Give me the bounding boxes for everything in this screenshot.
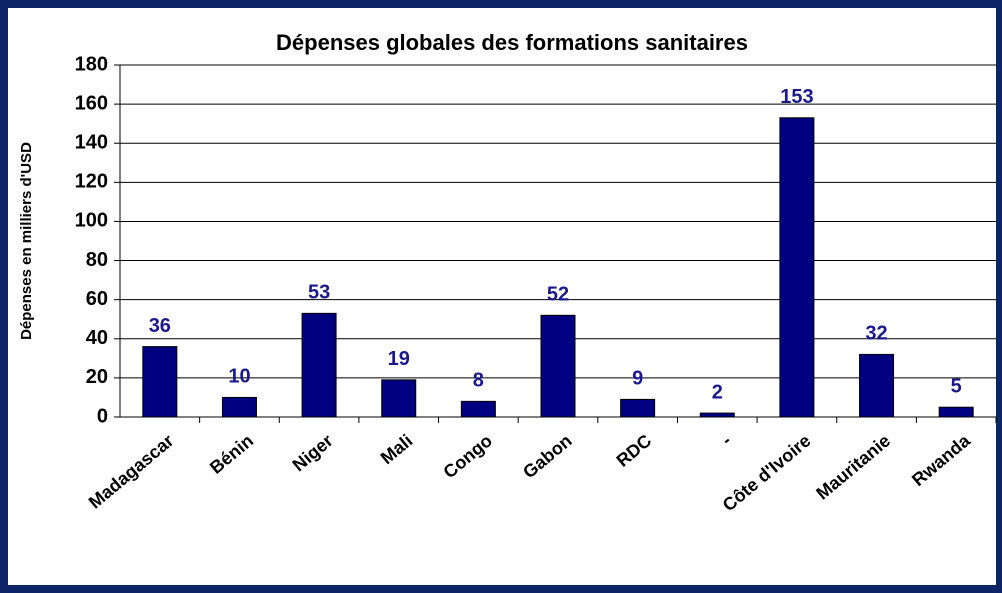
y-tick-label: 60 [86, 288, 108, 310]
bar [301, 312, 337, 418]
y-tick-label: 160 [75, 92, 108, 114]
bar [620, 398, 656, 418]
y-tick-label: 120 [75, 171, 108, 193]
y-tick-label: 80 [86, 249, 108, 271]
data-label: 10 [228, 366, 250, 388]
y-tick-label: 180 [75, 53, 108, 75]
y-tick-label: 140 [75, 132, 108, 154]
data-label: 8 [473, 370, 484, 392]
bar [699, 412, 735, 418]
data-label: 2 [712, 381, 723, 403]
bar [859, 353, 895, 418]
y-tick-label: 20 [86, 366, 108, 388]
data-label: 153 [780, 86, 813, 108]
y-tick-label: 100 [75, 210, 108, 232]
y-tick-label: 0 [97, 405, 108, 427]
bar [381, 379, 417, 418]
y-axis-label: Dépenses en milliers d'USD [18, 142, 35, 340]
data-label: 32 [865, 323, 887, 345]
data-label: 52 [547, 284, 569, 306]
data-label: 9 [632, 368, 643, 390]
slide-area [8, 8, 996, 585]
data-label: 36 [149, 315, 171, 337]
bar [938, 406, 974, 418]
bar [460, 400, 496, 418]
data-label: 5 [951, 376, 962, 398]
bar [221, 396, 257, 418]
bar [779, 117, 815, 418]
bar [540, 314, 576, 418]
y-tick-label: 40 [86, 327, 108, 349]
data-label: 53 [308, 282, 330, 304]
data-label: 19 [388, 348, 410, 370]
chart-title: Dépenses globales des formations sanitai… [276, 30, 748, 55]
bar [142, 346, 178, 418]
